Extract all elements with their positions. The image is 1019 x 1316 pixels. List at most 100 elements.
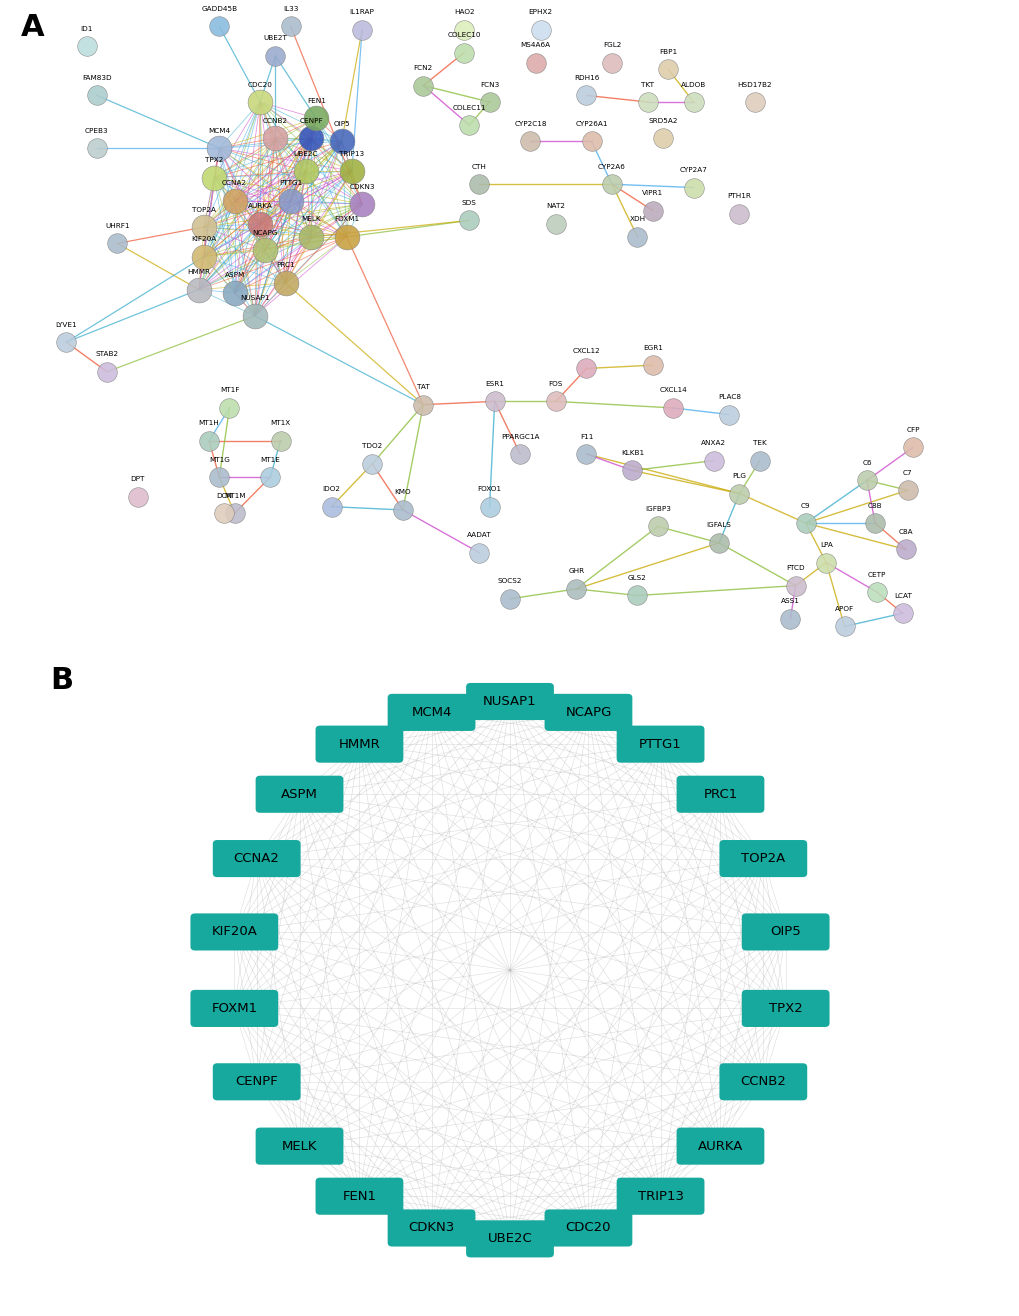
- Point: [277, 272, 293, 293]
- Text: IDO2: IDO2: [322, 486, 340, 492]
- Text: CTH: CTH: [472, 163, 486, 170]
- Text: NCAPG: NCAPG: [253, 229, 277, 236]
- FancyBboxPatch shape: [616, 725, 704, 763]
- Text: XDH: XDH: [629, 216, 645, 222]
- Point: [746, 92, 762, 113]
- Text: C8B: C8B: [867, 503, 881, 509]
- Text: UBE2C: UBE2C: [293, 150, 318, 157]
- Point: [364, 453, 380, 475]
- Point: [343, 161, 360, 182]
- Text: UBE2T: UBE2T: [263, 36, 287, 41]
- Text: GADD45B: GADD45B: [201, 5, 237, 12]
- Text: GHR: GHR: [568, 569, 584, 574]
- FancyBboxPatch shape: [315, 1178, 403, 1215]
- Text: HSD17B2: HSD17B2: [737, 82, 771, 88]
- Point: [211, 16, 227, 37]
- FancyBboxPatch shape: [256, 1128, 343, 1165]
- Text: PLAC8: PLAC8: [717, 393, 740, 400]
- Point: [836, 616, 852, 637]
- Point: [481, 496, 497, 517]
- Point: [394, 500, 411, 521]
- Point: [196, 246, 212, 267]
- Point: [354, 20, 370, 41]
- Text: DCN: DCN: [216, 492, 232, 499]
- Point: [267, 128, 283, 149]
- Point: [685, 176, 701, 197]
- Text: RDH16: RDH16: [574, 75, 598, 82]
- Point: [578, 358, 594, 379]
- Text: CCNA2: CCNA2: [233, 851, 279, 865]
- Point: [710, 532, 727, 553]
- Text: HMMR: HMMR: [187, 268, 210, 275]
- Text: ANXA2: ANXA2: [701, 440, 726, 446]
- Text: AURKA: AURKA: [248, 203, 272, 209]
- Point: [338, 226, 355, 247]
- Point: [644, 200, 660, 221]
- Text: IGFBP3: IGFBP3: [644, 505, 671, 512]
- Text: B: B: [50, 666, 73, 695]
- Text: PRC1: PRC1: [276, 262, 294, 268]
- Text: FOXM1: FOXM1: [211, 1001, 257, 1015]
- FancyBboxPatch shape: [718, 840, 806, 878]
- Text: MT1E: MT1E: [260, 457, 280, 462]
- Point: [191, 279, 207, 300]
- Text: IGFALS: IGFALS: [706, 522, 731, 528]
- Text: FCN2: FCN2: [414, 64, 432, 71]
- Text: TEK: TEK: [752, 440, 766, 446]
- Text: EGR1: EGR1: [642, 345, 662, 350]
- Point: [649, 516, 665, 537]
- Point: [252, 92, 268, 113]
- FancyBboxPatch shape: [466, 1220, 553, 1257]
- Text: MT1X: MT1X: [270, 420, 290, 426]
- Text: GLS2: GLS2: [628, 575, 646, 582]
- Point: [282, 16, 299, 37]
- Text: LCAT: LCAT: [893, 592, 911, 599]
- Point: [455, 20, 472, 41]
- FancyBboxPatch shape: [213, 840, 301, 878]
- Text: SRD5A2: SRD5A2: [648, 117, 677, 124]
- Point: [455, 42, 472, 63]
- Text: C7: C7: [902, 470, 912, 475]
- Point: [868, 582, 884, 603]
- Point: [211, 137, 227, 158]
- Text: F11: F11: [579, 433, 593, 440]
- FancyBboxPatch shape: [616, 1178, 704, 1215]
- Text: ASPM: ASPM: [281, 788, 318, 800]
- Point: [547, 213, 564, 234]
- Point: [471, 542, 487, 563]
- Point: [216, 503, 232, 524]
- Text: LYVE1: LYVE1: [55, 321, 77, 328]
- Text: CDKN3: CDKN3: [348, 183, 375, 190]
- Text: AURKA: AURKA: [697, 1140, 743, 1153]
- Text: TOP2A: TOP2A: [192, 207, 216, 213]
- Text: FOXM1: FOXM1: [334, 216, 359, 222]
- Text: CXCL14: CXCL14: [658, 387, 687, 393]
- Text: SDS: SDS: [462, 200, 476, 205]
- Text: APOF: APOF: [835, 605, 853, 612]
- Text: CCNB2: CCNB2: [263, 117, 287, 124]
- FancyBboxPatch shape: [191, 913, 278, 950]
- Text: CENPF: CENPF: [235, 1075, 278, 1088]
- Text: CDC20: CDC20: [566, 1221, 610, 1234]
- Text: SOCS2: SOCS2: [497, 578, 522, 584]
- Text: A: A: [20, 13, 44, 42]
- Text: MT1F: MT1F: [220, 387, 238, 393]
- Text: CYP26A1: CYP26A1: [575, 121, 607, 126]
- Point: [267, 45, 283, 66]
- Text: ESR1: ESR1: [485, 380, 503, 387]
- Text: CDKN3: CDKN3: [408, 1221, 454, 1234]
- Point: [415, 75, 431, 96]
- Text: PRC1: PRC1: [703, 788, 737, 800]
- Point: [629, 584, 645, 605]
- Text: MT1G: MT1G: [209, 457, 229, 462]
- Point: [654, 128, 671, 149]
- Point: [578, 84, 594, 105]
- FancyBboxPatch shape: [466, 683, 553, 720]
- Text: COLEC11: COLEC11: [452, 104, 485, 111]
- Text: HMMR: HMMR: [338, 738, 380, 750]
- Text: CYP2A7: CYP2A7: [679, 167, 707, 174]
- Text: TDO2: TDO2: [362, 443, 382, 450]
- FancyBboxPatch shape: [544, 694, 632, 730]
- Point: [354, 193, 370, 215]
- FancyBboxPatch shape: [718, 1063, 806, 1100]
